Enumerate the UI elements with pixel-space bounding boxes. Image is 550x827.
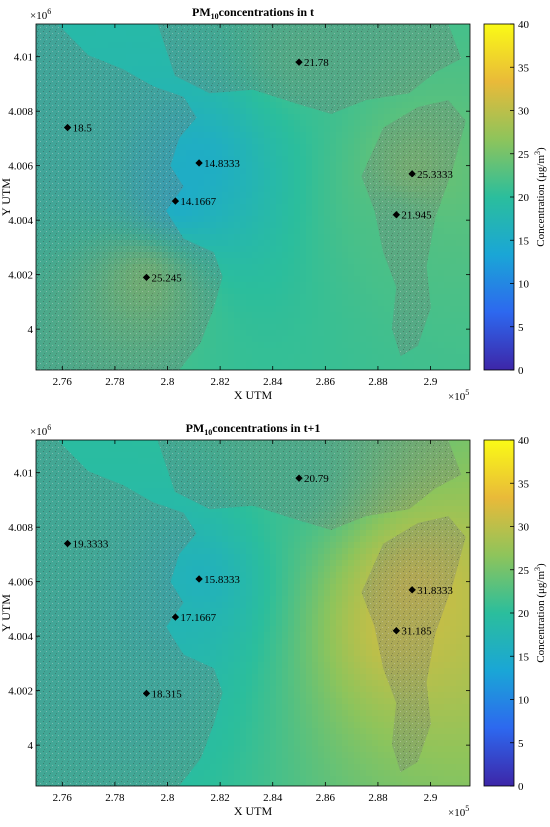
- chart-panel-2: 2.76 2.78 2.8 2.82 2.84 2.86 2.88 2.9 4 4.002 4.00…: [0, 421, 547, 819]
- station-marker: [392, 627, 401, 635]
- station-value-label: 14.8333: [204, 158, 240, 170]
- x-tick-label: 2.9: [424, 792, 438, 804]
- station-marker: [295, 58, 303, 66]
- colorbar-label: Concentration (μg/m3): [533, 563, 547, 663]
- colorbar-label: Concentration (μg/m3): [533, 147, 547, 247]
- colorbar: [483, 23, 515, 371]
- y-axis-exponent: ×106: [30, 7, 51, 22]
- y-tick-label: 4.01: [14, 52, 33, 64]
- colorbar-tick-label: 30: [518, 522, 530, 534]
- chart-panel-1: 2.76 2.78 2.8 2.82 2.84 2.86 2.88 2.9 4 4.002 4.00…: [0, 5, 547, 403]
- colorbar-tick-label: 0: [518, 781, 524, 793]
- x-tick-label: 2.84: [263, 376, 283, 388]
- x-tick-label: 2.88: [368, 792, 388, 804]
- x-tick-label: 2.9: [424, 376, 438, 388]
- y-tick-label: 4.004: [8, 215, 33, 227]
- x-tick-label: 2.78: [105, 376, 125, 388]
- x-tick-label: 2.8: [161, 792, 175, 804]
- station-value-label: 20.79: [304, 473, 329, 485]
- x-tick-label: 2.88: [368, 376, 388, 388]
- station-value-label: 18.315: [151, 688, 182, 700]
- colorbar-tick-label: 20: [518, 608, 530, 620]
- station-value-label: 31.8333: [417, 585, 453, 597]
- satellite-land-overlay: [36, 24, 466, 370]
- colorbar-tick-label: 40: [518, 435, 530, 447]
- satellite-land-overlay: [36, 440, 466, 786]
- colorbar-tick-label: 10: [518, 695, 530, 707]
- station-marker: [142, 273, 151, 282]
- colorbar: [483, 439, 515, 787]
- x-tick-label: 2.78: [105, 792, 125, 804]
- y-tick-label: 4.002: [8, 270, 33, 282]
- y-axis-exponent: ×106: [30, 423, 51, 438]
- x-tick-label: 2.76: [53, 376, 73, 388]
- colorbar-tick-label: 30: [518, 106, 530, 118]
- colorbar-tick-label: 10: [518, 279, 530, 291]
- station-marker: [195, 575, 203, 583]
- x-tick-label: 2.82: [210, 376, 229, 388]
- x-tick-label: 2.82: [210, 792, 229, 804]
- station-marker: [295, 474, 303, 482]
- x-tick-label: 2.86: [316, 376, 336, 388]
- y-axis-label: Y UTM: [0, 594, 13, 632]
- colorbar-tick-label: 5: [518, 322, 524, 334]
- y-tick-label: 4.006: [8, 577, 33, 589]
- y-tick-label: 4: [28, 740, 34, 752]
- station-value-label: 19.3333: [73, 539, 109, 551]
- y-tick-label: 4: [28, 324, 34, 336]
- x-tick-label: 2.8: [161, 376, 175, 388]
- y-tick-label: 4.01: [14, 468, 33, 480]
- station-marker: [63, 539, 72, 548]
- station-value-label: 18.5: [73, 123, 93, 135]
- station-marker: [408, 586, 416, 594]
- y-tick-label: 4.004: [8, 631, 33, 643]
- colorbar-tick-label: 0: [518, 365, 524, 377]
- station-value-label: 21.78: [304, 57, 329, 69]
- x-axis-exponent: ×105: [448, 804, 469, 819]
- station-value-label: 17.1667: [180, 612, 216, 624]
- colorbar-tick-label: 20: [518, 192, 530, 204]
- colorbar-tick-label: 15: [518, 235, 530, 247]
- station-value-label: 15.8333: [204, 574, 240, 586]
- colorbar-tick-label: 35: [518, 478, 530, 490]
- y-tick-label: 4.002: [8, 686, 33, 698]
- y-tick-label: 4.006: [8, 161, 33, 173]
- station-value-label: 25.245: [151, 272, 182, 284]
- y-axis-label: Y UTM: [0, 178, 13, 216]
- y-tick-label: 4.008: [8, 522, 33, 534]
- station-value-label: 25.3333: [417, 169, 453, 181]
- axes-frame: [35, 23, 471, 371]
- x-tick-label: 2.84: [263, 792, 283, 804]
- station-value-label: 31.185: [401, 626, 432, 638]
- y-tick-label: 4.008: [8, 106, 33, 118]
- colorbar-tick-label: 25: [518, 565, 530, 577]
- x-tick-label: 2.76: [53, 792, 73, 804]
- station-value-label: 21.945: [401, 210, 432, 222]
- colorbar-tick-label: 35: [518, 62, 530, 74]
- colorbar-tick-label: 25: [518, 149, 530, 161]
- x-axis-label: X UTM: [234, 388, 273, 402]
- station-value-label: 14.1667: [180, 196, 216, 208]
- colorbar-tick-label: 15: [518, 651, 530, 663]
- colorbar-tick-label: 40: [518, 19, 530, 31]
- axes-frame: [35, 439, 471, 787]
- x-axis-label: X UTM: [234, 804, 273, 818]
- chart-title: PM10concentrations in t+1: [186, 421, 321, 437]
- x-axis-exponent: ×105: [448, 388, 469, 403]
- chart-title: PM10concentrations in t: [192, 5, 314, 21]
- colorbar-tick-label: 5: [518, 738, 524, 750]
- x-tick-label: 2.86: [316, 792, 336, 804]
